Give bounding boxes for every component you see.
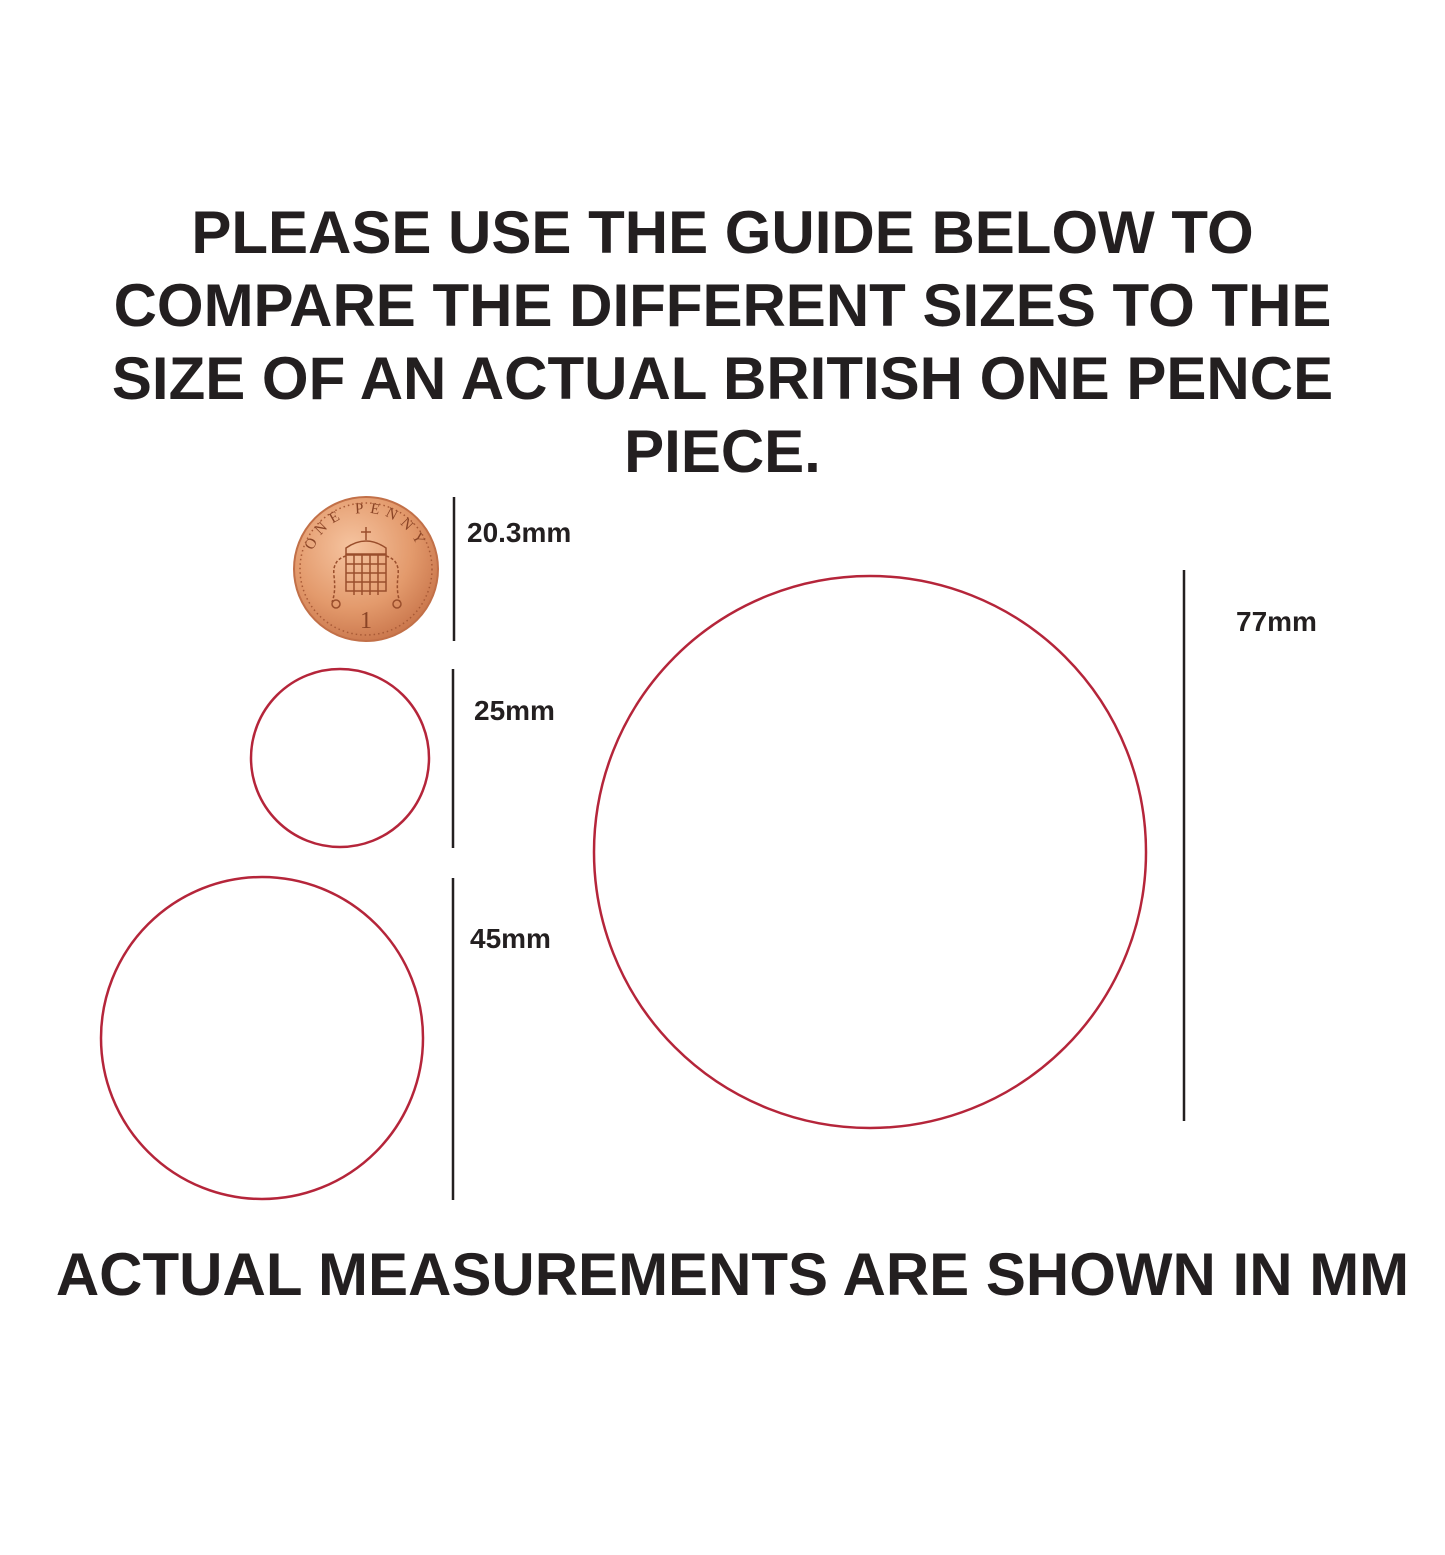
circle-77mm bbox=[592, 574, 1148, 1130]
title-line: PLEASE USE THE GUIDE BELOW TO bbox=[191, 199, 1254, 266]
footer-note: ACTUAL MEASUREMENTS ARE SHOWN IN MM bbox=[55, 1241, 1410, 1308]
title-line: PIECE. bbox=[624, 418, 821, 485]
title-line: COMPARE THE DIFFERENT SIZES TO THE bbox=[113, 272, 1332, 339]
coin-size-label: 20.3mm bbox=[467, 517, 572, 548]
size-label-45mm: 45mm bbox=[470, 923, 551, 954]
circle-45mm bbox=[99, 875, 425, 1201]
size-label-77mm: 77mm bbox=[1236, 606, 1317, 637]
page-title: PLEASE USE THE GUIDE BELOW TO COMPARE TH… bbox=[0, 196, 1445, 488]
circle-25mm bbox=[249, 667, 431, 849]
one-penny-coin: ONE PENNY 1 bbox=[293, 496, 439, 642]
coin-denomination: 1 bbox=[360, 608, 372, 634]
portcullis-icon bbox=[331, 527, 402, 609]
title-line: SIZE OF AN ACTUAL BRITISH ONE PENCE bbox=[111, 345, 1334, 412]
size-label-25mm: 25mm bbox=[474, 695, 555, 726]
